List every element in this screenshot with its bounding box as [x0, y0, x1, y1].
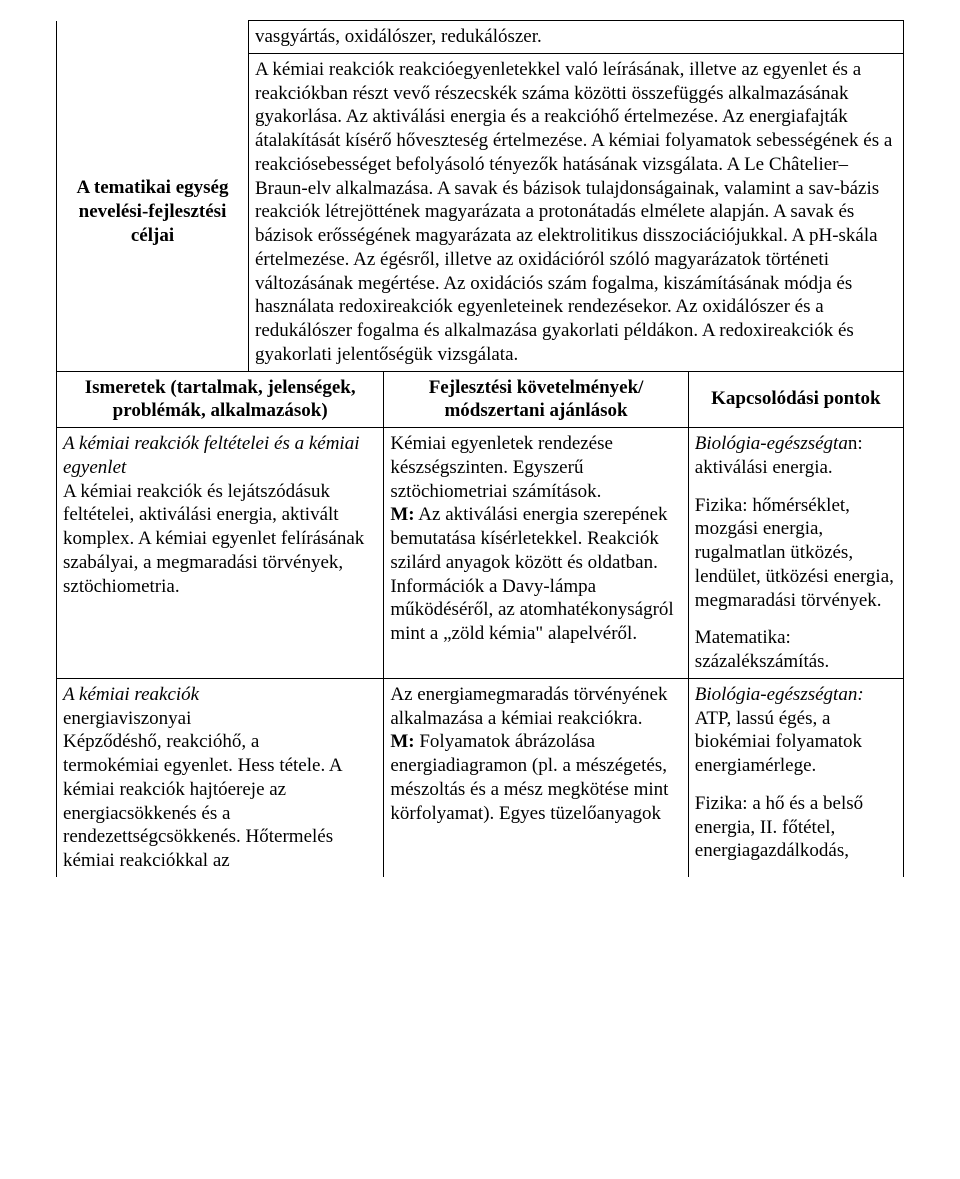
r2a-italic: A kémiai reakciók: [63, 684, 199, 705]
r2c-t2: Fizika: a hő és a belső energia, II. főt…: [695, 793, 863, 862]
r2b-m: M:: [390, 731, 414, 752]
r1c-i1: Biológia-egészségta: [695, 433, 848, 454]
r1-col-c: Biológia-egészségtan: aktiválási energia…: [688, 428, 903, 679]
header-b: Fejlesztési követelmények/ módszertani a…: [384, 372, 688, 428]
r2b-p2: Folyamatok ábrázolása energiadiagramon (…: [390, 731, 668, 823]
r1a-italic: A kémiai reakciók feltételei és a kémiai…: [63, 433, 360, 478]
r1b-p2: Az aktiválási energia szerepének bemutat…: [390, 504, 673, 644]
r1-col-b: Kémiai egyenletek rendezése készségszint…: [384, 428, 688, 679]
content-row-2: A kémiai reakciók energiaviszonyai Képző…: [57, 678, 904, 877]
content-table: Ismeretek (tartalmak, jelenségek, problé…: [56, 372, 904, 877]
header-a: Ismeretek (tartalmak, jelenségek, problé…: [57, 372, 384, 428]
row1-right-text: A kémiai reakciók reakcióegyenletekkel v…: [255, 59, 892, 365]
r1c-t2: Fizika: hőmérséklet, mozgási energia, ru…: [695, 495, 894, 611]
row1-right-cell: A kémiai reakciók reakcióegyenletekkel v…: [249, 53, 904, 371]
row0-right-cell: vasgyártás, oxidálószer, redukálószer.: [249, 21, 904, 54]
r1b-m: M:: [390, 504, 414, 525]
row1-left-cell: A tematikai egység nevelési-fejlesztési …: [57, 53, 249, 371]
content-row-1: A kémiai reakciók feltételei és a kémiai…: [57, 428, 904, 679]
header-row: Ismeretek (tartalmak, jelenségek, problé…: [57, 372, 904, 428]
r2b-p1: Az energiamegmaradás törvényének alkalma…: [390, 684, 667, 729]
r2a-rest3: termokémiai egyenlet. Hess tétele. A kém…: [63, 755, 342, 871]
header-c: Kapcsolódási pontok: [688, 372, 903, 428]
r2c-i1: Biológia-egészségtan:: [695, 684, 864, 705]
r2a-rest2: Képződéshő, reakcióhő, a: [63, 731, 259, 752]
header-c-text: Kapcsolódási pontok: [711, 388, 880, 409]
row0-right-text: vasgyártás, oxidálószer, redukálószer.: [255, 26, 542, 47]
row0-left-empty: [57, 21, 249, 54]
top-row-1: A tematikai egység nevelési-fejlesztési …: [57, 53, 904, 371]
header-b-text: Fejlesztési követelmények/ módszertani a…: [429, 377, 644, 422]
r2-col-b: Az energiamegmaradás törvényének alkalma…: [384, 678, 688, 877]
r1a-rest: A kémiai reakciók és lejátszódásuk felté…: [63, 481, 364, 597]
r1-col-a: A kémiai reakciók feltételei és a kémiai…: [57, 428, 384, 679]
row1-left-text: A tematikai egység nevelési-fejlesztési …: [77, 177, 229, 246]
r1b-p1: Kémiai egyenletek rendezése készségszint…: [390, 433, 613, 502]
r1c-t3: Matematika: százalékszámítás.: [695, 627, 830, 672]
top-row-0: vasgyártás, oxidálószer, redukálószer.: [57, 21, 904, 54]
header-a-text: Ismeretek (tartalmak, jelenségek, problé…: [85, 377, 356, 422]
r2-col-a: A kémiai reakciók energiaviszonyai Képző…: [57, 678, 384, 877]
r2a-rest1: energiaviszonyai: [63, 708, 191, 729]
r2-col-c: Biológia-egészségtan: ATP, lassú égés, a…: [688, 678, 903, 877]
r2c-t1: ATP, lassú égés, a biokémiai folyamatok …: [695, 708, 862, 777]
curriculum-table: vasgyártás, oxidálószer, redukálószer. A…: [56, 20, 904, 372]
